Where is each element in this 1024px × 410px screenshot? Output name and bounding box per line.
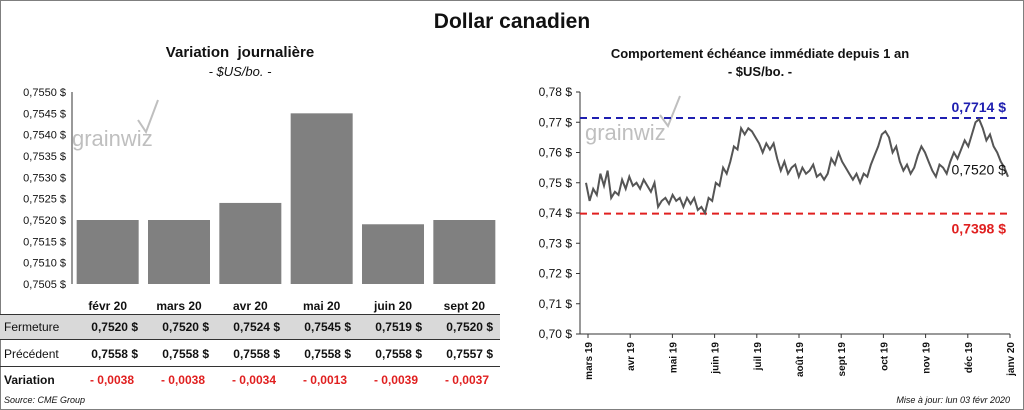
x-tick-label: janv 20 [1006,342,1017,377]
x-tick-label: déc 19 [964,342,975,374]
table-cell: - 0,0013 [302,373,347,387]
table-cell: 0,7558 $ [304,347,351,361]
last-value-label: 0,7520 $ [952,162,1007,178]
table-cell: - 0,0038 [160,373,205,387]
table-cell: 0,7558 $ [233,347,280,361]
bar-chart: grainwiz 0,7505 $ 0,7510 $ 0,7515 $ 0,7520 … [23,87,496,313]
table-cell: - 0,0038 [89,373,134,387]
x-tick-label: août 19 [795,342,806,377]
table-cell: - 0,0039 [373,373,418,387]
y-tick-label: 0,7550 $ [23,87,66,99]
watermark: grainwiz [585,120,666,145]
table-row-fermeture: Fermeture 0,7520 $ 0,7520 $ 0,7524 $ 0,7… [0,314,500,340]
update-note: Mise à jour: lun 03 févr 2020 [896,395,1010,405]
y-tick-label: 0,7540 $ [23,130,66,142]
row-label: Précédent [4,347,59,361]
table-cell: 0,7545 $ [304,320,351,334]
bar [219,202,282,284]
table-cell: 0,7520 $ [162,320,209,334]
y-tick-label: 0,72 $ [539,267,573,281]
x-tick-label: sept 20 [444,299,486,313]
table-cell: 0,7520 $ [91,320,138,334]
x-tick-label: mai 20 [303,299,341,313]
x-tick-label: mai 19 [668,342,679,374]
y-tick-label: 0,76 $ [539,146,573,160]
y-tick-label: 0,74 $ [539,206,573,220]
bar [148,220,210,284]
y-tick-label: 0,71 $ [539,297,573,311]
table-cell: 0,7519 $ [375,320,422,334]
table-cell: 0,7557 $ [446,347,493,361]
row-label: Fermeture [4,320,60,334]
table-row-precedent: Précédent 0,7558 $ 0,7558 $ 0,7558 $ 0,7… [0,342,500,367]
bar [290,113,353,284]
watermark: grainwiz [72,126,153,151]
bar [362,224,424,284]
y-tick-label: 0,7525 $ [23,194,66,206]
y-tick-label: 0,7520 $ [23,215,66,227]
y-tick-label: 0,7535 $ [23,151,66,163]
line-chart-subtitle: - $US/bo. - [727,64,793,79]
x-tick-label: juil 19 [753,342,764,372]
y-tick-label: 0,77 $ [539,115,573,129]
y-tick-label: 0,75 $ [539,176,573,190]
x-tick-label: févr 20 [88,299,127,313]
x-tick-label: mars 20 [156,299,202,313]
source-note: Source: CME Group [4,395,86,405]
price-line [585,117,1009,216]
bar [76,220,139,284]
x-tick-label: nov 19 [922,342,933,374]
x-tick-label: avr 19 [626,342,637,371]
x-tick-label: sept 19 [837,342,848,377]
row-label: Variation [4,373,55,387]
y-tick-label: 0,7530 $ [23,172,66,184]
x-tick-label: avr 20 [233,299,268,313]
watermark-check-icon [137,99,159,135]
y-tick-label: 0,7515 $ [23,236,66,248]
y-tick-label: 0,73 $ [539,236,573,250]
y-tick-label: 0,7545 $ [23,108,66,120]
table-cell: 0,7558 $ [375,347,422,361]
x-tick-label: oct 19 [879,342,890,371]
table-cell: 0,7524 $ [233,320,280,334]
table-cell: - 0,0034 [231,373,276,387]
watermark-check-icon [659,95,681,129]
page-title: Dollar canadien [433,10,591,33]
line-chart-title: Comportement échéance immédiate depuis 1… [610,46,910,61]
y-tick-label: 0,7510 $ [23,258,66,270]
x-tick-label: mars 19 [584,342,595,380]
bar-chart-title: Variation journalière [165,44,315,61]
y-tick-label: 0,78 $ [539,85,573,99]
y-tick-label: 0,70 $ [539,327,573,341]
table-cell: 0,7520 $ [446,320,493,334]
table-cell: 0,7558 $ [162,347,209,361]
y-tick-label: 0,7505 $ [23,279,66,291]
x-tick-label: juin 19 [711,342,722,375]
x-tick-label: juin 20 [373,299,412,313]
table-cell: - 0,0037 [444,373,489,387]
bar [433,220,496,284]
line-chart: grainwiz 0,70 $ 0,71 $ 0,72 $ 0,73 $ 0,74 $ 0… [539,85,1017,380]
high-value-label: 0,7714 $ [952,99,1007,115]
low-value-label: 0,7398 $ [952,221,1007,237]
bar-chart-subtitle: - $US/bo. - [208,64,272,79]
table-row-variation: Variation - 0,0038 - 0,0038 - 0,0034 - 0… [0,368,500,392]
table-cell: 0,7558 $ [91,347,138,361]
